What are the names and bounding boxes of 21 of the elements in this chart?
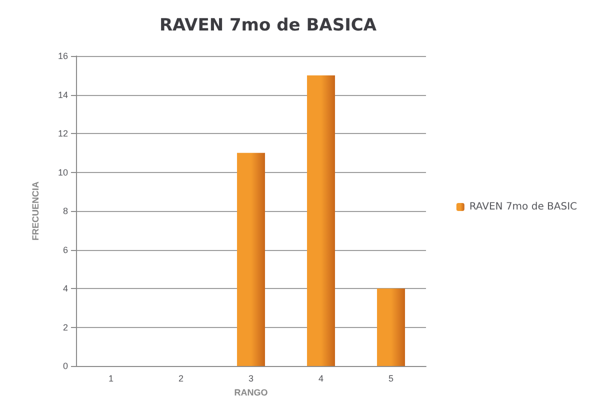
y-tick-label: 12: [58, 128, 68, 138]
y-axis-title: FRECUENCIA: [30, 181, 40, 241]
bar: [307, 75, 335, 366]
chart-title: RAVEN 7mo de BASICA: [159, 16, 378, 36]
bar: [377, 288, 405, 366]
y-tick-label: 14: [58, 90, 68, 100]
bar: [237, 152, 265, 366]
x-tick-label: 1: [108, 374, 114, 384]
y-tick-label: 16: [58, 51, 68, 61]
y-tick-label: 6: [62, 244, 68, 255]
y-tick-label: 0: [62, 361, 68, 371]
x-axis-title: RANGO: [234, 388, 268, 398]
y-tick-label: 10: [58, 167, 68, 178]
x-tick-label: 5: [388, 374, 394, 384]
x-tick-label: 2: [178, 374, 184, 384]
y-tick-label: 8: [62, 206, 68, 216]
legend-label: RAVEN 7mo de BASIC: [469, 202, 578, 212]
y-tick-label: 2: [62, 322, 68, 332]
x-tick-label: 3: [248, 374, 254, 384]
y-tick-label: 4: [62, 284, 68, 294]
x-tick-label: 4: [318, 374, 324, 384]
